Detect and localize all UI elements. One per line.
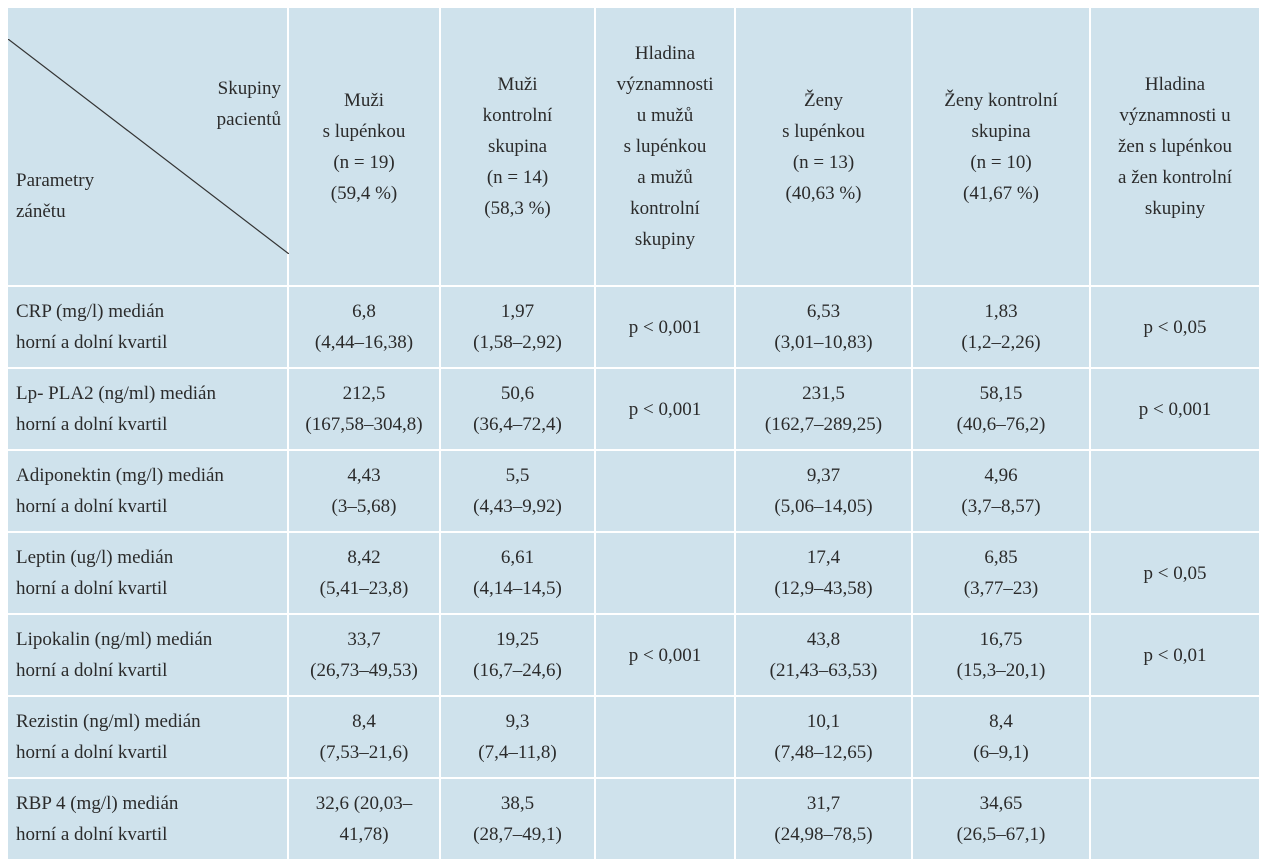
value-cell: 8,42 (5,41–23,8) bbox=[287, 531, 441, 615]
value-cell: 19,25 (16,7–24,6) bbox=[439, 613, 596, 697]
header-row: Skupiny pacientů Parametry zánětu Muži s… bbox=[6, 6, 1261, 287]
value-cell: 212,5 (167,58–304,8) bbox=[287, 367, 441, 451]
value-cell: 32,6 (20,03– 41,78) bbox=[287, 777, 441, 861]
value-cell: p < 0,01 bbox=[1089, 613, 1261, 697]
corner-top-label: Skupiny pacientů bbox=[216, 78, 281, 130]
column-header: Muži kontrolní skupina (n = 14) (58,3 %) bbox=[439, 6, 596, 287]
column-header: Muži s lupénkou (n = 19) (59,4 %) bbox=[287, 6, 441, 287]
value-cell: 4,96 (3,7–8,57) bbox=[911, 449, 1091, 533]
table-row: RBP 4 (mg/l) medián horní a dolní kvarti… bbox=[6, 777, 1261, 861]
value-cell: 34,65 (26,5–67,1) bbox=[911, 777, 1091, 861]
value-cell bbox=[594, 695, 736, 779]
value-cell: 43,8 (21,43–63,53) bbox=[734, 613, 913, 697]
value-cell bbox=[594, 449, 736, 533]
value-cell: p < 0,001 bbox=[594, 285, 736, 369]
value-cell: 6,85 (3,77–23) bbox=[911, 531, 1091, 615]
parameter-cell: Adiponektin (mg/l) medián horní a dolní … bbox=[6, 449, 289, 533]
column-header: Ženy s lupénkou (n = 13) (40,63 %) bbox=[734, 6, 913, 287]
table-row: Rezistin (ng/ml) medián horní a dolní kv… bbox=[6, 695, 1261, 779]
value-cell: 8,4 (6–9,1) bbox=[911, 695, 1091, 779]
value-cell: 38,5 (28,7–49,1) bbox=[439, 777, 596, 861]
value-cell: 33,7 (26,73–49,53) bbox=[287, 613, 441, 697]
value-cell: p < 0,05 bbox=[1089, 531, 1261, 615]
value-cell bbox=[1089, 695, 1261, 779]
value-cell: p < 0,001 bbox=[594, 613, 736, 697]
diagonal bbox=[8, 39, 289, 254]
value-cell: 1,97 (1,58–2,92) bbox=[439, 285, 596, 369]
value-cell: 31,7 (24,98–78,5) bbox=[734, 777, 913, 861]
value-cell bbox=[594, 777, 736, 861]
page: Skupiny pacientů Parametry zánětu Muži s… bbox=[6, 6, 1261, 861]
value-cell: 6,8 (4,44–16,38) bbox=[287, 285, 441, 369]
value-cell: 50,6 (36,4–72,4) bbox=[439, 367, 596, 451]
value-cell: 58,15 (40,6–76,2) bbox=[911, 367, 1091, 451]
parameter-cell: Leptin (ug/l) medián horní a dolní kvart… bbox=[6, 531, 289, 615]
value-cell: 1,83 (1,2–2,26) bbox=[911, 285, 1091, 369]
corner-cell: Skupiny pacientů Parametry zánětu bbox=[6, 6, 289, 287]
value-cell: 9,3 (7,4–11,8) bbox=[439, 695, 596, 779]
column-header: Hladina významnosti u žen s lupénkou a ž… bbox=[1089, 6, 1261, 287]
value-cell: p < 0,001 bbox=[594, 367, 736, 451]
parameter-cell: Rezistin (ng/ml) medián horní a dolní kv… bbox=[6, 695, 289, 779]
table-row: Lp- PLA2 (ng/ml) medián horní a dolní kv… bbox=[6, 367, 1261, 451]
value-cell: p < 0,05 bbox=[1089, 285, 1261, 369]
value-cell: 16,75 (15,3–20,1) bbox=[911, 613, 1091, 697]
value-cell: 10,1 (7,48–12,65) bbox=[734, 695, 913, 779]
value-cell: 231,5 (162,7–289,25) bbox=[734, 367, 913, 451]
table-row: Leptin (ug/l) medián horní a dolní kvart… bbox=[6, 531, 1261, 615]
parameter-cell: Lipokalin (ng/ml) medián horní a dolní k… bbox=[6, 613, 289, 697]
table-row: CRP (mg/l) medián horní a dolní kvartil 6… bbox=[6, 285, 1261, 369]
parameter-cell: Lp- PLA2 (ng/ml) medián horní a dolní kv… bbox=[6, 367, 289, 451]
corner-bottom-label: Parametry zánětu bbox=[16, 170, 95, 222]
value-cell bbox=[594, 531, 736, 615]
table-row: Lipokalin (ng/ml) medián horní a dolní k… bbox=[6, 613, 1261, 697]
value-cell: p < 0,001 bbox=[1089, 367, 1261, 451]
value-cell: 6,61 (4,14–14,5) bbox=[439, 531, 596, 615]
value-cell bbox=[1089, 777, 1261, 861]
value-cell: 6,53 (3,01–10,83) bbox=[734, 285, 913, 369]
table-row: Adiponektin (mg/l) medián horní a dolní … bbox=[6, 449, 1261, 533]
value-cell bbox=[1089, 449, 1261, 533]
value-cell: 17,4 (12,9–43,58) bbox=[734, 531, 913, 615]
column-header: Hladina významnosti u mužů s lupénkou a … bbox=[594, 6, 736, 287]
parameter-cell: RBP 4 (mg/l) medián horní a dolní kvarti… bbox=[6, 777, 289, 861]
value-cell: 8,4 (7,53–21,6) bbox=[287, 695, 441, 779]
data-table: Skupiny pacientů Parametry zánětu Muži s… bbox=[6, 6, 1261, 861]
column-header: Ženy kontrolní skupina (n = 10) (41,67 %… bbox=[911, 6, 1091, 287]
value-cell: 4,43 (3–5,68) bbox=[287, 449, 441, 533]
value-cell: 9,37 (5,06–14,05) bbox=[734, 449, 913, 533]
value-cell: 5,5 (4,43–9,92) bbox=[439, 449, 596, 533]
parameter-cell: CRP (mg/l) medián horní a dolní kvartil bbox=[6, 285, 289, 369]
